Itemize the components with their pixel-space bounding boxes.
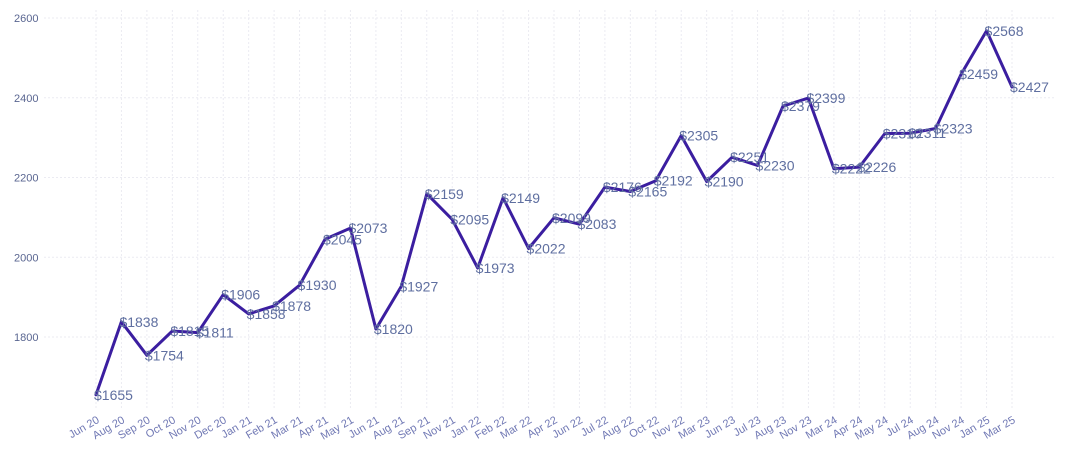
data-label: $1858 [247, 306, 286, 322]
data-label: $2230 [756, 158, 795, 174]
data-label: $2222 [832, 161, 871, 177]
data-label: $2459 [959, 66, 998, 82]
data-label: $1815 [170, 323, 209, 339]
data-label: $1906 [221, 287, 260, 303]
data-label: $2149 [501, 190, 540, 206]
y-tick-label: 2000 [14, 252, 38, 264]
data-label: $2176 [603, 179, 642, 195]
data-label: $1973 [476, 260, 515, 276]
y-axis: 1800 2000 2200 2400 2600 [14, 13, 38, 344]
data-label: $2165 [628, 183, 667, 199]
data-label: $1811 [196, 325, 234, 341]
data-label: $2192 [654, 173, 693, 189]
data-label: $2310 [883, 126, 922, 142]
y-tick-label: 1800 [14, 332, 38, 344]
data-label: $1820 [374, 321, 413, 337]
data-label: $2083 [577, 216, 616, 232]
data-label: $1655 [94, 387, 133, 403]
data-label: $1754 [145, 347, 184, 363]
data-label: $1930 [298, 277, 337, 293]
data-label: $1878 [272, 298, 311, 314]
data-label: $1927 [399, 278, 438, 294]
data-label: $2311 [908, 125, 946, 141]
series-line [94, 29, 1014, 397]
data-label: $2305 [679, 128, 718, 144]
data-label: $1838 [119, 314, 158, 330]
data-label: $2095 [450, 211, 489, 227]
data-label: $2251 [730, 149, 769, 165]
data-label: $2190 [705, 173, 744, 189]
data-label: $2073 [348, 220, 387, 236]
y-tick-label: 2200 [14, 173, 38, 185]
data-label: $2159 [425, 186, 464, 202]
data-labels: $1655 $1838 $1754 $1815$1811 $1906 $1858$1878… [94, 23, 1049, 403]
data-label: $2226 [857, 159, 896, 175]
data-label: $2379 [781, 98, 820, 114]
grid [44, 10, 1056, 410]
data-label: $2045 [323, 231, 362, 247]
data-label: $2568 [985, 23, 1024, 39]
y-tick-label: 2600 [14, 13, 38, 25]
data-label: $2427 [1010, 79, 1049, 95]
series-line-group [94, 29, 1014, 397]
data-label: $2099 [552, 210, 591, 226]
data-label: $2022 [527, 240, 566, 256]
data-label: $2323 [934, 120, 973, 136]
data-label: $2399 [806, 90, 845, 106]
y-tick-label: 2400 [14, 93, 38, 105]
